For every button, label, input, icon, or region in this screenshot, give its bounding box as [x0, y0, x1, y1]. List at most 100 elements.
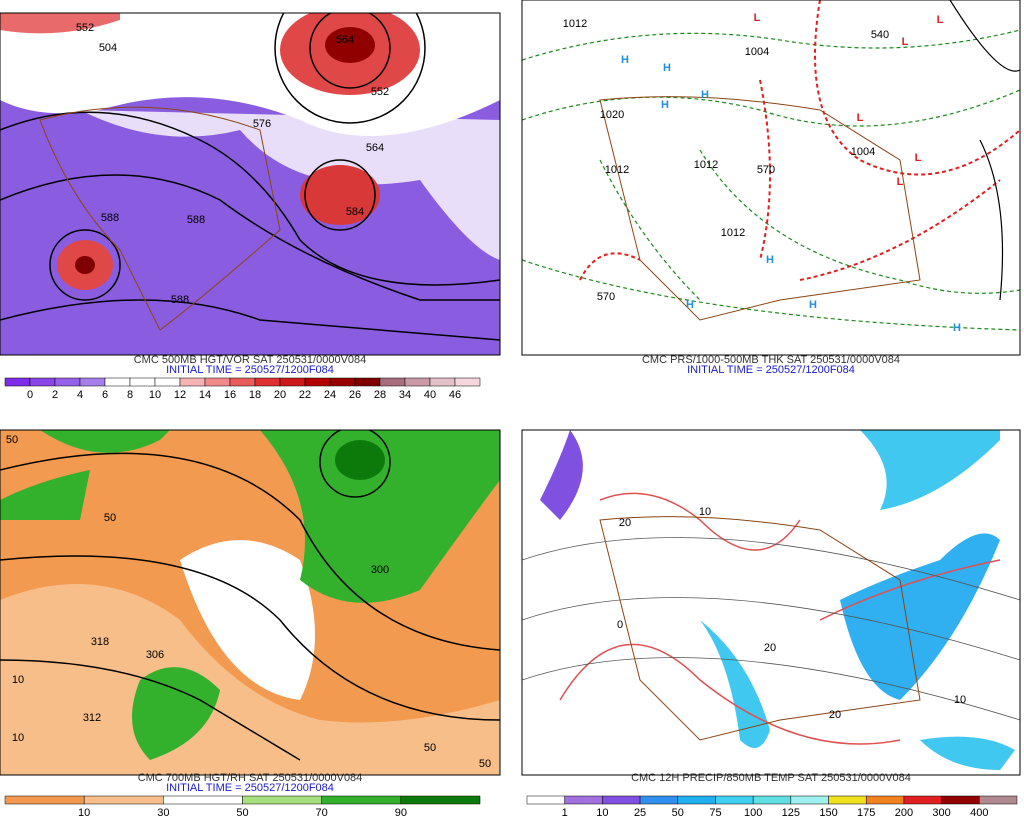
colorbar-swatch: [790, 795, 829, 805]
pressure-center: H: [701, 89, 709, 101]
pressure-center: L: [857, 112, 864, 124]
colorbar-swatch: [454, 377, 481, 387]
pressure-center: H: [686, 299, 694, 311]
colorbar-swatch: [229, 377, 256, 387]
colorbar-swatch: [752, 795, 792, 805]
pressure-center: H: [621, 54, 629, 66]
contour-label: 50: [479, 758, 491, 770]
contour-label: 540: [871, 29, 889, 41]
contour-label: 588: [187, 214, 205, 226]
colorbar-label: 2: [52, 389, 58, 401]
colorbar-swatch: [104, 377, 131, 387]
map-caption: CMC 12H PRECIP/850MB TEMP SAT 250531/000…: [631, 772, 911, 784]
contour-label: 1012: [694, 159, 718, 171]
contour-label: 1020: [600, 109, 624, 121]
colorbar-label: 90: [395, 807, 407, 819]
contour-label: 50: [104, 512, 116, 524]
colorbar-swatch: [154, 377, 181, 387]
colorbar-label: 70: [316, 807, 328, 819]
contour-label: 312: [83, 712, 101, 724]
colorbar-label: 28: [374, 389, 386, 401]
pressure-center: H: [766, 254, 774, 266]
colorbar-label: 175: [857, 807, 875, 819]
contour-label: 20: [619, 517, 631, 529]
pressure-center: H: [663, 62, 671, 74]
colorbar-label: 26: [349, 389, 361, 401]
colorbar-swatch: [602, 795, 641, 805]
colorbar-label: 22: [299, 389, 311, 401]
precip-map: [522, 430, 1020, 775]
colorbar-label: 6: [102, 389, 108, 401]
colorbar-label: 40: [424, 389, 436, 401]
contour-label: 300: [371, 564, 389, 576]
pressure-center: L: [902, 36, 909, 48]
colorbar-label: 125: [782, 807, 800, 819]
colorbar-swatch: [677, 795, 716, 805]
colorbar-swatch: [83, 795, 164, 805]
colorbar-label: 50: [672, 807, 684, 819]
vorticity-map: [0, 13, 500, 355]
colorbar-swatch: [279, 377, 306, 387]
colorbar-swatch: [828, 795, 867, 805]
colorbar-swatch: [4, 377, 31, 387]
colorbar-swatch: [254, 377, 281, 387]
colorbar-swatch: [564, 795, 603, 805]
colorbar-swatch: [979, 795, 1018, 805]
colorbar-label: 10: [78, 807, 90, 819]
colorbar-label: 10: [596, 807, 608, 819]
map-caption: CMC 500MB HGT/VOR SAT 250531/0000V084: [134, 354, 367, 366]
contour-label: 318: [91, 636, 109, 648]
colorbar-label: 14: [199, 389, 211, 401]
colorbar-swatch: [379, 377, 406, 387]
colorbar-label: 34: [399, 389, 411, 401]
frame: [0, 12, 501, 356]
colorbar-label: 400: [970, 807, 988, 819]
colorbar-swatch: [400, 795, 481, 805]
pressure-center: L: [754, 12, 761, 24]
pressure-center: L: [897, 176, 904, 188]
pressure-center: L: [915, 152, 922, 164]
colorbar-swatch: [4, 795, 85, 805]
colorbar-swatch: [639, 795, 679, 805]
contour-label: 552: [76, 22, 94, 34]
contour-label: 588: [101, 212, 119, 224]
pressure-center: L: [937, 14, 944, 26]
colorbar-label: 30: [157, 807, 169, 819]
pressure-center: H: [661, 99, 669, 111]
frame: [0, 429, 501, 776]
contour-label: 10: [12, 674, 24, 686]
colorbar-swatch: [865, 795, 905, 805]
contour-label: 564: [366, 142, 384, 154]
colorbar-label: 300: [932, 807, 950, 819]
contour-label: 552: [371, 86, 389, 98]
contour-label: 564: [336, 34, 354, 46]
colorbar-label: 24: [324, 389, 336, 401]
contour-label: 1004: [851, 146, 875, 158]
colorbar-label: 1: [562, 807, 568, 819]
colorbar-swatch: [79, 377, 106, 387]
colorbar-label: 50: [236, 807, 248, 819]
colorbar-label: 150: [819, 807, 837, 819]
contour-label: 584: [346, 206, 364, 218]
colorbar-swatch: [129, 377, 156, 387]
contour-label: 576: [253, 118, 271, 130]
pressure-center: H: [953, 322, 961, 334]
contour-label: 0: [617, 619, 623, 631]
colorbar-swatch: [329, 377, 356, 387]
colorbar-swatch: [404, 377, 431, 387]
contour-label: 588: [171, 294, 189, 306]
frame: [521, 429, 1021, 776]
contour-label: 1012: [563, 18, 587, 30]
colorbar-swatch: [179, 377, 206, 387]
contour-label: 570: [757, 164, 775, 176]
colorbar-swatch: [526, 795, 565, 805]
contour-label: 10: [954, 694, 966, 706]
initial-time: INITIAL TIME = 250527/1200F084: [166, 364, 334, 376]
colorbar-swatch: [54, 377, 81, 387]
colorbar-swatch: [715, 795, 754, 805]
colorbar-swatch: [354, 377, 381, 387]
colorbar-label: 100: [744, 807, 762, 819]
colorbar-swatch: [204, 377, 231, 387]
colorbar-swatch: [321, 795, 402, 805]
